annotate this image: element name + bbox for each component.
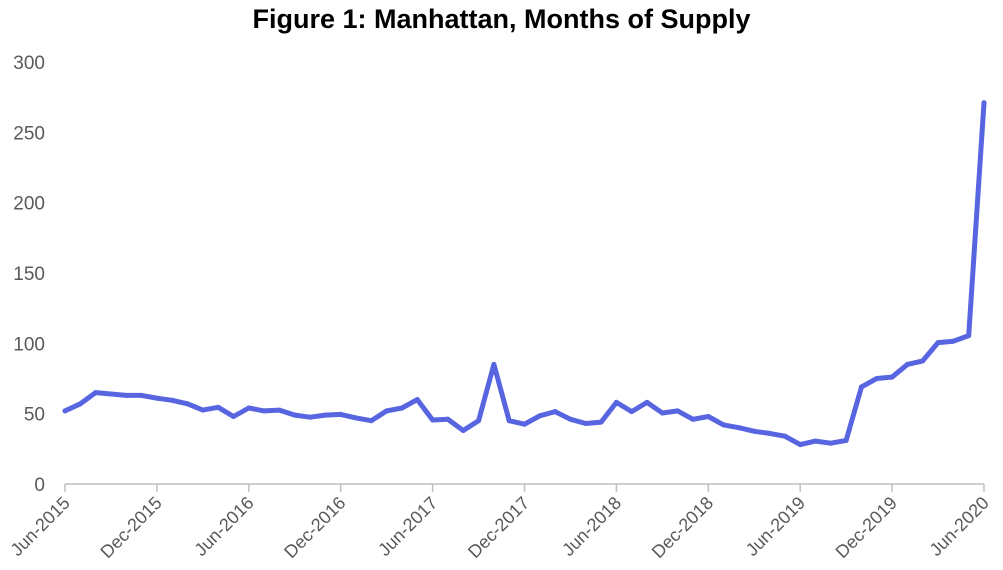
- x-tick-label: Jun-2019: [742, 493, 809, 560]
- data-point: [920, 358, 926, 364]
- data-point: [322, 412, 328, 418]
- y-tick-label: 300: [13, 53, 45, 74]
- x-tick-label: Dec-2016: [280, 493, 349, 562]
- data-point: [77, 401, 83, 407]
- data-point: [598, 419, 604, 425]
- data-point: [613, 399, 619, 405]
- x-tick-label: Jun-2020: [926, 493, 993, 560]
- data-point: [889, 374, 895, 380]
- data-point: [368, 418, 374, 424]
- data-point: [93, 390, 99, 396]
- data-point: [981, 100, 987, 106]
- data-point: [644, 399, 650, 405]
- data-point: [430, 417, 436, 423]
- data-point: [690, 416, 696, 422]
- data-point: [200, 407, 206, 413]
- data-point: [307, 414, 313, 420]
- data-point: [782, 433, 788, 439]
- data-point: [460, 428, 466, 434]
- data-point: [522, 421, 527, 427]
- data-point: [659, 410, 665, 416]
- data-point: [813, 438, 819, 444]
- y-tick-label: 0: [34, 475, 45, 496]
- data-point: [828, 440, 834, 446]
- data-point: [445, 416, 451, 422]
- y-tick-label: 50: [24, 405, 45, 426]
- data-point: [935, 340, 941, 346]
- y-tick-label: 250: [13, 123, 45, 144]
- data-point: [567, 416, 573, 422]
- data-point: [353, 415, 359, 421]
- series-line: [62, 100, 987, 448]
- data-point: [276, 407, 282, 413]
- data-point: [414, 397, 420, 403]
- data-point: [736, 425, 742, 431]
- series-layer: [62, 100, 987, 448]
- data-point: [261, 408, 267, 414]
- x-tick-label: Dec-2015: [96, 493, 165, 562]
- data-point: [675, 408, 681, 414]
- data-point: [185, 401, 191, 407]
- y-tick-label: 200: [13, 194, 45, 215]
- data-point: [491, 361, 497, 367]
- chart-title: Figure 1: Manhattan, Months of Supply: [252, 4, 751, 34]
- data-point: [384, 408, 390, 414]
- y-tick-label: 100: [13, 334, 45, 355]
- data-point: [552, 409, 558, 415]
- y-tick-label: 150: [13, 264, 45, 285]
- x-tick-label: Jun-2018: [558, 493, 625, 560]
- data-point: [169, 397, 175, 403]
- x-tick-label: Dec-2019: [832, 493, 901, 562]
- data-point: [858, 384, 864, 390]
- data-point: [583, 421, 589, 427]
- x-tick-label: Jun-2016: [190, 493, 257, 560]
- data-point: [476, 418, 482, 424]
- y-axis-tick-labels: 0 50 100 150 200 250 300: [13, 53, 45, 496]
- data-point: [215, 404, 221, 410]
- x-tick-label: Jun-2017: [374, 493, 441, 560]
- x-axis: Jun-2015 Dec-2015 Jun-2016 Dec-2016 Jun-2017…: [7, 483, 993, 562]
- data-point: [139, 392, 145, 398]
- x-tick-label: Jun-2015: [7, 493, 74, 560]
- data-point: [154, 395, 160, 401]
- data-point: [797, 442, 803, 448]
- x-tick-label: Dec-2018: [648, 493, 717, 562]
- data-point: [767, 430, 773, 436]
- data-point: [230, 413, 236, 419]
- data-point: [843, 437, 849, 443]
- data-point: [108, 391, 114, 397]
- data-point: [537, 413, 543, 419]
- x-tick-label: Dec-2017: [464, 493, 533, 562]
- data-point: [506, 418, 512, 424]
- data-point: [721, 422, 727, 428]
- data-point: [629, 409, 635, 415]
- data-point: [123, 392, 129, 398]
- data-point: [246, 405, 252, 411]
- data-point: [292, 412, 298, 418]
- data-point: [966, 333, 972, 339]
- data-point: [338, 411, 344, 417]
- data-point: [904, 361, 910, 367]
- data-point: [62, 408, 68, 414]
- data-point: [705, 413, 711, 419]
- data-point: [751, 428, 757, 434]
- data-point: [950, 338, 956, 344]
- data-point: [399, 405, 405, 411]
- data-point: [874, 376, 880, 381]
